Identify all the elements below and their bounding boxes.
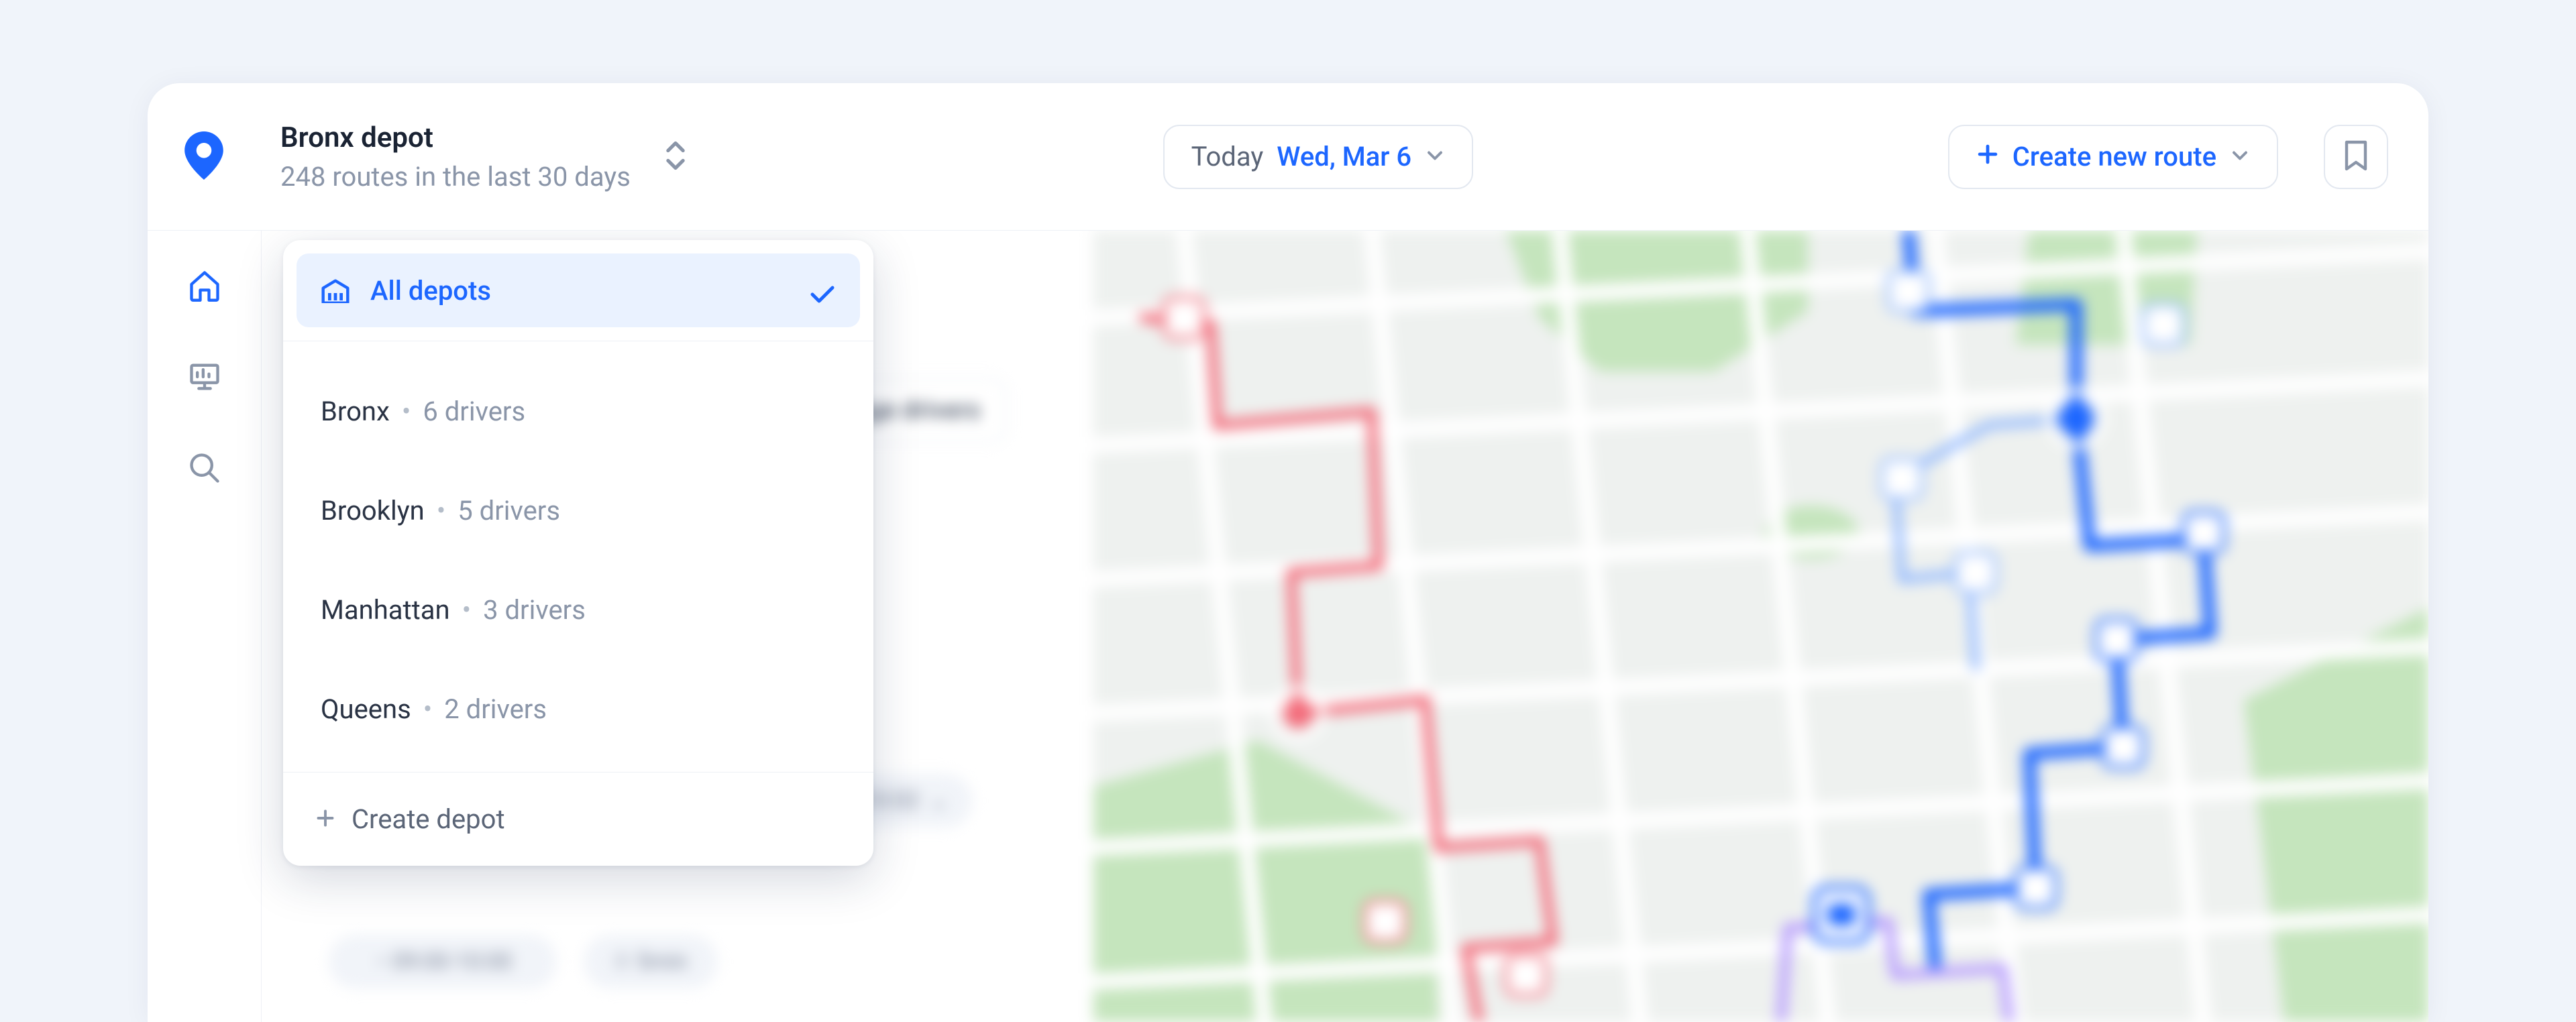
chevron-down-icon (1425, 141, 1445, 172)
dropdown-all-depots[interactable]: All depots (297, 253, 860, 327)
dropdown-depot-row[interactable]: Manhattan • 3 drivers (283, 560, 873, 659)
dropdown-depot-row[interactable]: Brooklyn • 5 drivers (283, 461, 873, 560)
create-route-label: Create new route (2012, 141, 2216, 172)
app-window: Bronx depot 248 routes in the last 30 da… (148, 83, 2428, 1022)
header: Bronx depot 248 routes in the last 30 da… (148, 83, 2428, 231)
plus-icon (315, 803, 335, 835)
plus-icon (1976, 141, 1999, 172)
date-value: Wed, Mar 6 (1277, 141, 1411, 172)
chevron-down-icon (2230, 141, 2250, 172)
map[interactable] (1093, 231, 2428, 1022)
date-picker[interactable]: Today Wed, Mar 6 (1163, 125, 1474, 189)
create-depot-label: Create depot (352, 803, 505, 835)
location-pin-icon (184, 131, 224, 182)
dropdown-depot-row[interactable]: Bronx • 6 drivers (283, 361, 873, 461)
date-today-label: Today (1191, 141, 1264, 172)
dropdown-all-label: All depots (370, 275, 491, 306)
chevron-updown-icon (663, 138, 688, 176)
depot-dropdown: All depots Bronx • 6 drivers (283, 240, 873, 866)
check-icon (809, 280, 836, 301)
create-route-button[interactable]: Create new route (1948, 125, 2278, 189)
side-rail (148, 231, 262, 1022)
depot-icon (321, 278, 350, 302)
bookmark-button[interactable] (2324, 125, 2388, 189)
dropdown-rows: Bronx • 6 drivers Brooklyn • 5 drivers M… (283, 341, 873, 772)
home-icon[interactable] (187, 268, 222, 306)
search-icon[interactable] (187, 451, 222, 488)
depot-subtitle: 248 routes in the last 30 days (280, 161, 631, 192)
create-depot-button[interactable]: Create depot (283, 772, 873, 866)
dropdown-depot-row[interactable]: Queens • 2 drivers (283, 659, 873, 758)
bookmark-icon (2343, 139, 2369, 174)
presentation-icon[interactable] (187, 359, 222, 397)
depot-title: Bronx depot (280, 121, 631, 154)
depot-selector[interactable]: Bronx depot 248 routes in the last 30 da… (280, 121, 688, 192)
body: Manage drivers 10:02 ⌄ ◔ 09:00-10:00 ⏱ 5… (148, 231, 2428, 1022)
